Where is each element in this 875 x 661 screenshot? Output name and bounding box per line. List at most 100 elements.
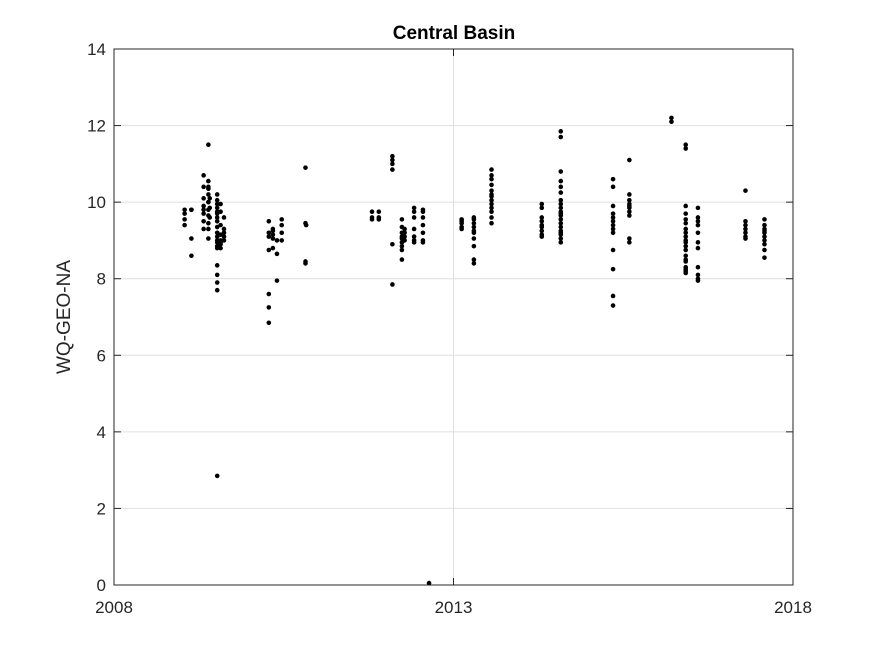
data-point [558,217,564,222]
data-point [274,278,280,283]
data-point [489,182,494,188]
data-point [610,266,616,272]
y-tick-label: 6 [97,346,106,365]
data-point [399,243,405,249]
data-point [558,211,564,216]
data-point [206,142,211,148]
data-point [683,142,689,148]
data-point [610,293,616,299]
data-point [695,278,701,283]
data-point [189,236,194,241]
data-point [218,245,223,251]
data-point [695,218,701,224]
data-point [558,178,564,184]
data-point [459,226,464,232]
data-point [743,230,748,236]
data-point [214,215,220,220]
data-point [489,173,494,178]
data-point [610,226,616,232]
data-point [695,205,701,211]
data-point [627,197,632,203]
data-point [610,203,616,209]
data-point [221,226,227,232]
data-point [411,226,417,232]
data-point [270,232,276,237]
data-point [390,153,395,159]
data-point [420,240,426,245]
data-point [266,320,272,326]
data-point [627,157,632,163]
data-point [762,234,767,239]
data-point [683,270,689,276]
data-point [411,215,417,220]
data-point [539,224,545,230]
data-point [214,245,220,251]
y-tick-label: 8 [97,270,106,289]
data-point [207,205,213,211]
data-point [303,165,308,170]
data-point [558,190,564,195]
x-ticks: 2008 2013 2018 [95,49,812,617]
y-ticks: 0 2 4 6 8 10 12 14 [87,40,793,595]
data-point [489,209,494,215]
data-point [274,251,280,257]
data-point [279,217,285,222]
data-point [489,197,494,203]
data-point [214,473,220,479]
data-point [402,230,407,236]
data-point [762,228,767,234]
x-tick-label: 2008 [95,598,133,617]
data-point [303,261,308,266]
data-point [762,255,767,260]
data-point [627,203,632,209]
data-point [743,222,748,228]
data-point [214,263,220,268]
y-tick-label: 2 [97,499,106,518]
data-point [266,247,272,253]
data-point [539,205,545,211]
data-point [402,238,407,243]
data-point [683,146,689,151]
y-tick-label: 0 [97,576,106,595]
data-point [218,241,223,247]
data-point [743,226,748,232]
data-points [182,115,767,586]
data-point [390,241,395,247]
data-point [376,209,382,215]
data-point [411,209,417,215]
data-point [201,184,206,190]
data-point [539,201,545,207]
data-point [182,222,187,228]
data-point [762,217,767,222]
data-point [683,220,689,226]
data-point [420,215,426,220]
data-point [558,197,564,203]
data-point [489,176,494,182]
data-point [221,234,227,239]
data-point [399,247,405,253]
data-point [214,287,220,293]
data-point [683,247,689,253]
data-point [214,240,220,245]
data-point [266,305,272,310]
data-point [201,226,206,232]
data-point [369,209,375,215]
data-point [695,272,701,278]
data-point [610,176,616,182]
data-point [558,184,564,190]
data-point [610,215,616,220]
data-point [221,238,227,243]
data-point [206,178,211,184]
data-point [489,188,494,193]
data-point [489,192,494,197]
data-point [402,226,407,232]
data-point [214,218,220,224]
data-point [558,240,564,245]
data-point [201,173,206,178]
data-point [274,238,280,243]
data-point [182,211,187,216]
data-point [201,203,206,209]
data-point [411,240,417,245]
data-point [303,222,309,228]
